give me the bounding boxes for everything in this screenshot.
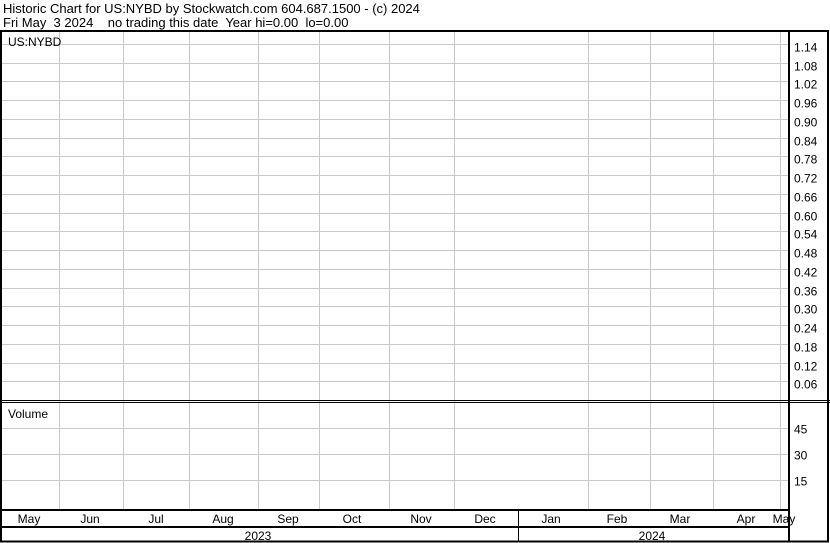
price-axis-tick-label: 1.14 bbox=[794, 41, 818, 55]
price-axis-tick-label: 0.24 bbox=[794, 322, 818, 336]
month-tick-label: Jan bbox=[541, 512, 560, 526]
chart-header-status: Fri May 3 2024 no trading this date Year… bbox=[3, 15, 349, 30]
chart-header-title: Historic Chart for US:NYBD by Stockwatch… bbox=[3, 1, 420, 16]
chart-frame bbox=[0, 30, 829, 543]
month-tick-label: May bbox=[18, 512, 41, 526]
price-axis-tick-label: 0.78 bbox=[794, 153, 818, 167]
month-tick-label: Jun bbox=[80, 512, 99, 526]
price-axis-tick-label: 0.30 bbox=[794, 303, 818, 317]
volume-axis-tick-label: 45 bbox=[794, 423, 808, 437]
month-tick-label: Sep bbox=[277, 512, 299, 526]
price-axis-tick-label: 0.84 bbox=[794, 135, 818, 149]
price-axis-tick-label: 0.36 bbox=[794, 285, 818, 299]
year-tick-label: 2024 bbox=[639, 529, 666, 543]
price-axis-tick-label: 0.66 bbox=[794, 191, 818, 205]
month-tick-label: May bbox=[773, 512, 796, 526]
volume-panel-title: Volume bbox=[8, 407, 48, 421]
price-axis-tick-label: 0.60 bbox=[794, 210, 818, 224]
price-axis-tick-label: 0.48 bbox=[794, 247, 818, 261]
price-axis-tick-label: 0.06 bbox=[794, 378, 818, 392]
price-axis-tick-label: 0.90 bbox=[794, 116, 818, 130]
month-tick-label: Aug bbox=[212, 512, 233, 526]
price-axis-tick-label: 0.18 bbox=[794, 341, 818, 355]
month-tick-label: Jul bbox=[148, 512, 163, 526]
month-tick-label: Apr bbox=[737, 512, 756, 526]
price-axis-tick-label: 0.54 bbox=[794, 228, 818, 242]
price-panel-title: US:NYBD bbox=[8, 35, 62, 49]
volume-axis-tick-label: 30 bbox=[794, 449, 808, 463]
price-axis-tick-label: 0.72 bbox=[794, 172, 818, 186]
month-tick-label: Mar bbox=[670, 512, 691, 526]
price-axis-tick-label: 1.08 bbox=[794, 60, 818, 74]
year-tick-label: 2023 bbox=[245, 529, 272, 543]
price-axis-tick-label: 0.42 bbox=[794, 266, 818, 280]
month-tick-label: Oct bbox=[343, 512, 362, 526]
price-axis-tick-label: 1.02 bbox=[794, 78, 818, 92]
month-tick-label: Nov bbox=[410, 512, 431, 526]
price-axis-tick-label: 0.96 bbox=[794, 97, 818, 111]
price-axis-tick-label: 0.12 bbox=[794, 360, 818, 374]
month-tick-label: Dec bbox=[474, 512, 495, 526]
volume-axis-tick-label: 15 bbox=[794, 475, 808, 489]
month-tick-label: Feb bbox=[607, 512, 628, 526]
